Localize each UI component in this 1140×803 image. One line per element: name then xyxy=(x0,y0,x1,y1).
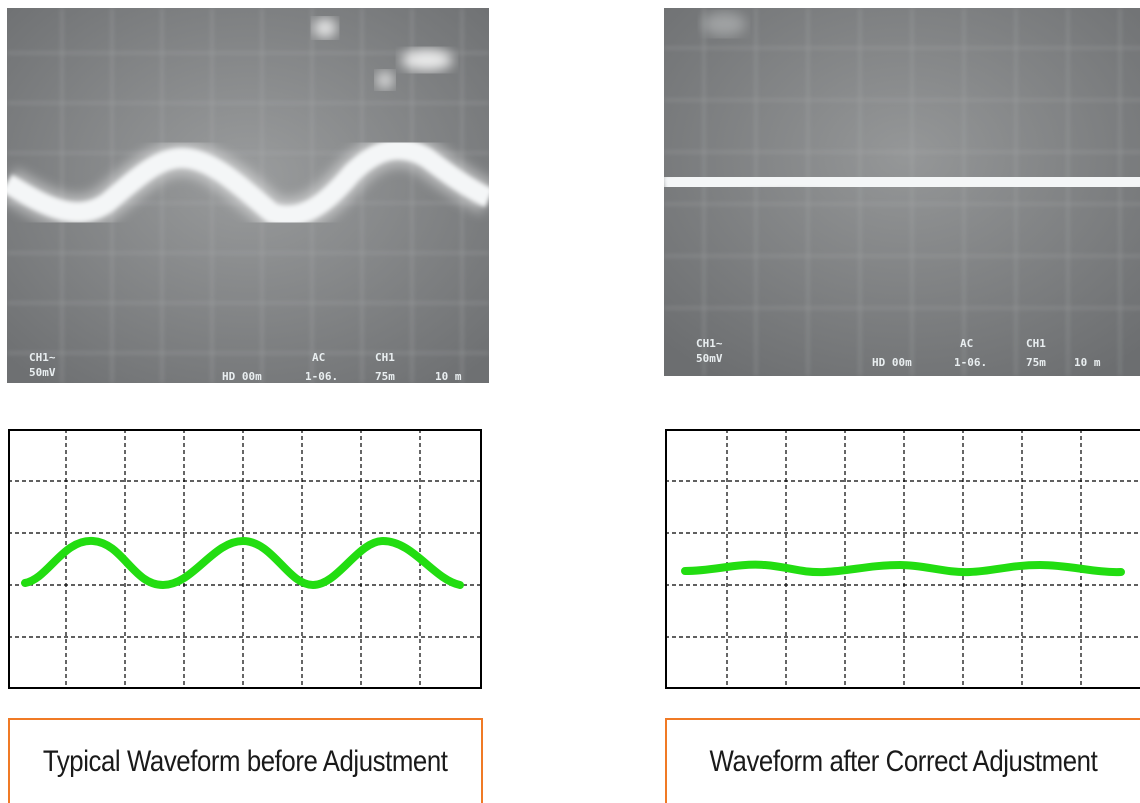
readout-hold: HD 00m xyxy=(222,370,262,383)
oscilloscope-photo-after: CH1~ 50mV HD 00m AC 1-06. CH1 75m 10 m xyxy=(664,8,1140,376)
readout-channel: CH1~ xyxy=(696,337,723,350)
caption-before-text: Typical Waveform before Adjustment xyxy=(43,744,448,778)
readout-trig: 1-06. xyxy=(954,356,987,369)
readout-coupling: AC xyxy=(960,337,973,350)
graticule-frame xyxy=(665,429,1140,689)
readout-hold: HD 00m xyxy=(872,356,912,369)
readout-volts: 50mV xyxy=(696,352,723,365)
oscilloscope-photo-before: CH1~ 50mV HD 00m AC 1-06. CH1 75m 10 m xyxy=(7,8,489,383)
waveform-trace xyxy=(681,560,1125,577)
readout-volts: 50mV xyxy=(29,366,56,379)
readout-coupling: AC xyxy=(312,351,325,364)
readout-trig: 1-06. xyxy=(305,370,338,383)
graticule-grid xyxy=(665,429,1140,689)
waveform-diagram-before xyxy=(8,429,482,689)
caption-after-text: Waveform after Correct Adjustment xyxy=(709,744,1098,778)
waveform-diagram-after xyxy=(665,429,1140,689)
readout-time: 10 m xyxy=(435,370,462,383)
readout-time: 10 m xyxy=(1074,356,1101,369)
caption-after: Waveform after Correct Adjustment xyxy=(665,718,1140,803)
graticule-grid xyxy=(8,429,482,689)
waveform-trace xyxy=(21,536,464,590)
readout-channel-2: CH1 xyxy=(1026,337,1046,350)
caption-before: Typical Waveform before Adjustment xyxy=(8,718,483,803)
graticule-frame xyxy=(8,429,482,689)
readout-level: 75m xyxy=(1026,356,1046,369)
readout-level: 75m xyxy=(375,370,395,383)
readout-channel-2: CH1 xyxy=(375,351,395,364)
readout-channel: CH1~ xyxy=(29,351,56,364)
